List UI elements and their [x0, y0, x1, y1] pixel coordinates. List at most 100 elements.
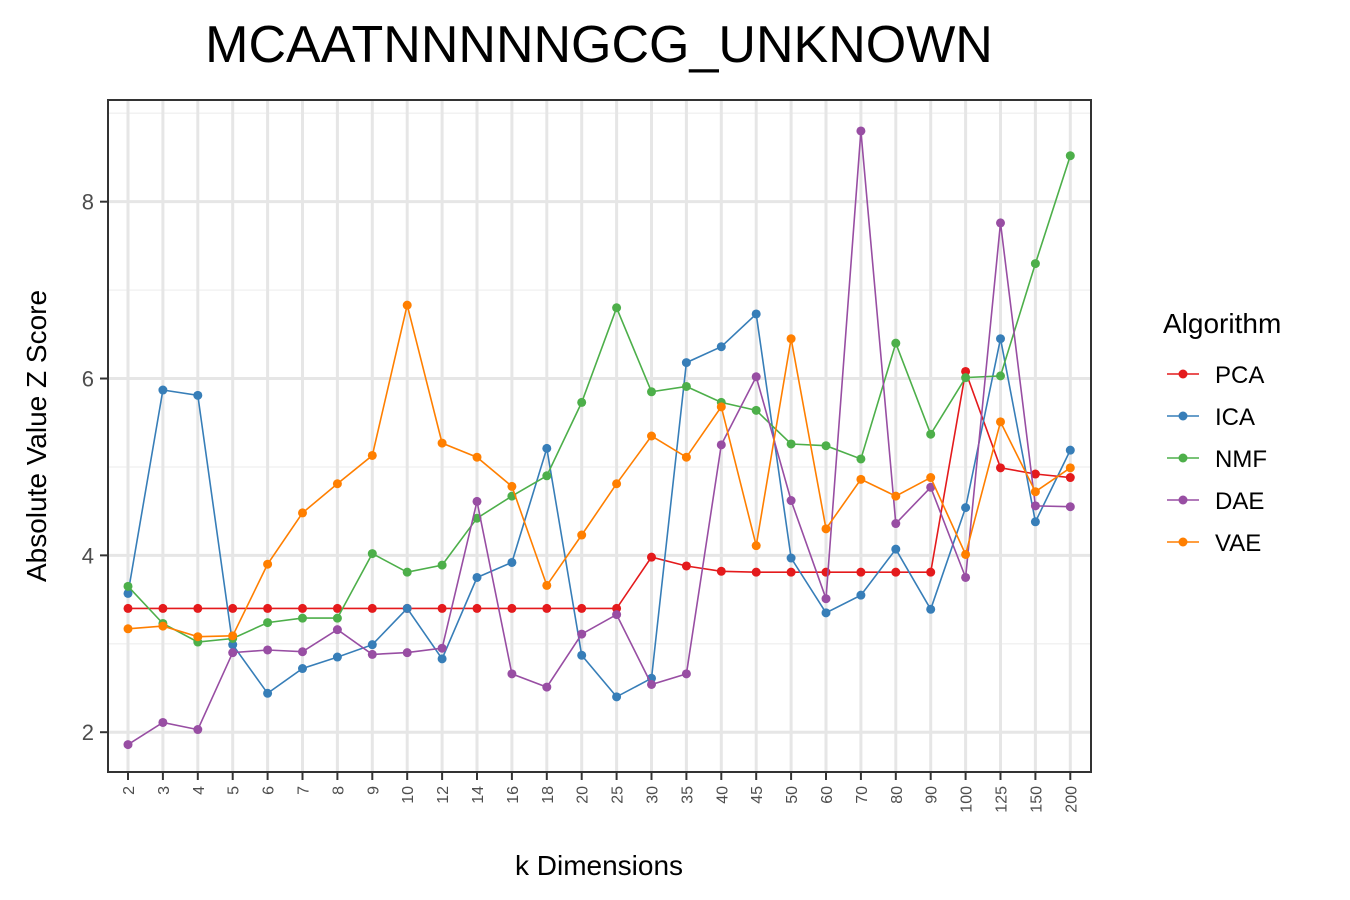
legend-item-ica: ICA [1167, 404, 1255, 431]
data-point [577, 530, 587, 540]
x-tick-label: 40 [714, 786, 731, 804]
x-tick-label: 4 [191, 786, 208, 795]
series-line [127, 304, 1071, 638]
data-point [751, 567, 761, 577]
data-point [332, 625, 342, 635]
series-dae [123, 126, 1075, 750]
series-vae [123, 300, 1075, 642]
x-tick-label: 70 [854, 786, 871, 804]
data-point [437, 643, 447, 653]
data-point [856, 590, 866, 600]
data-point [437, 560, 447, 570]
data-point [926, 567, 936, 577]
legend-item-vae: VAE [1167, 530, 1261, 557]
data-point [891, 338, 901, 348]
legend-item-nmf: NMF [1167, 446, 1267, 473]
data-point [647, 552, 656, 562]
data-point [1030, 487, 1040, 497]
data-point [542, 682, 552, 692]
data-point [681, 358, 691, 368]
data-point [647, 679, 656, 689]
data-point [263, 645, 273, 655]
legend-key-point [1178, 537, 1188, 547]
data-point [263, 603, 273, 613]
data-point [961, 572, 971, 582]
data-point [507, 481, 517, 491]
x-tick-label: 30 [645, 786, 662, 804]
x-tick-label: 200 [1063, 786, 1080, 813]
data-point [786, 553, 796, 563]
data-point [612, 610, 622, 620]
x-tick-label: 150 [1028, 786, 1045, 813]
data-point [716, 440, 726, 450]
data-point [472, 572, 482, 582]
data-point [961, 503, 971, 513]
data-point [821, 594, 831, 604]
data-point [437, 603, 447, 613]
data-point [437, 438, 447, 448]
data-point [193, 725, 203, 735]
legend-label: PCA [1215, 362, 1264, 389]
data-point [751, 541, 761, 551]
legend-item-pca: PCA [1167, 362, 1264, 389]
chart-title: MCAATNNNNNGCG_UNKNOWN [205, 16, 993, 74]
data-point [681, 561, 691, 571]
data-point [786, 439, 796, 449]
data-point [542, 580, 552, 590]
data-point [1030, 501, 1040, 511]
data-point [332, 652, 342, 662]
x-tick-label: 100 [959, 786, 976, 813]
data-point [856, 126, 866, 136]
y-tick-label: 6 [82, 367, 94, 392]
series-pca [123, 366, 1075, 613]
data-point [786, 334, 796, 344]
data-point [1065, 463, 1075, 473]
y-tick-label: 8 [82, 190, 94, 215]
legend-title: Algorithm [1163, 308, 1281, 339]
data-point [891, 567, 901, 577]
data-point [367, 640, 377, 650]
data-point [751, 309, 761, 319]
data-point [263, 559, 273, 569]
x-tick-label: 20 [575, 786, 592, 804]
x-tick-label: 16 [505, 786, 522, 804]
data-point [612, 303, 622, 313]
data-point [926, 604, 936, 614]
x-tick-label: 9 [365, 786, 382, 795]
data-point [961, 373, 971, 383]
data-point [228, 640, 238, 650]
x-tick-label: 125 [994, 786, 1011, 813]
data-point [891, 491, 901, 501]
data-point [856, 454, 866, 464]
series-line [127, 312, 1072, 698]
x-tick-label: 50 [784, 786, 801, 804]
data-point [821, 608, 831, 618]
x-tick-label: 80 [889, 786, 906, 804]
x-tick-label: 18 [540, 786, 557, 804]
data-point [1065, 473, 1075, 483]
data-point [193, 390, 203, 400]
data-point [367, 649, 377, 659]
series-layer [123, 126, 1075, 750]
data-point [123, 588, 133, 598]
data-point [996, 334, 1005, 344]
data-point [856, 474, 866, 484]
data-point [542, 443, 552, 453]
data-point [228, 631, 238, 641]
legend-label: VAE [1215, 530, 1261, 557]
series-line [127, 130, 1071, 746]
legend-key-point [1178, 411, 1188, 421]
data-point [542, 603, 552, 613]
data-point [716, 402, 726, 412]
data-point [123, 740, 133, 750]
data-point [298, 613, 307, 623]
data-point [402, 300, 412, 310]
data-point [123, 603, 133, 613]
data-point [332, 479, 342, 489]
data-point [681, 669, 691, 679]
data-point [298, 508, 307, 518]
legend-key-point [1178, 369, 1188, 379]
data-point [402, 567, 412, 577]
x-tick-label: 2 [121, 786, 138, 795]
data-point [891, 544, 901, 554]
